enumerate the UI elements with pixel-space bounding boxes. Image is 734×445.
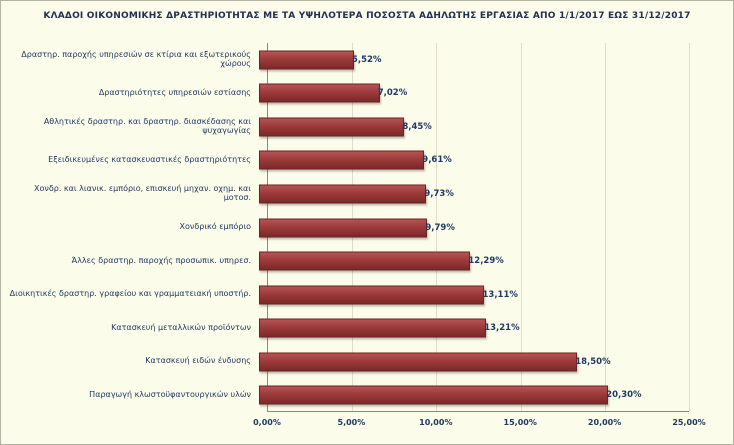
bar-track: 18,50% (259, 345, 689, 379)
gridline (604, 43, 606, 411)
bar-row: Άλλες δραστηρ. παροχής προσωπικ. υπηρεσ.… (9, 244, 723, 278)
value-label: 20,30% (606, 390, 642, 401)
x-tick-label: 15,00% (503, 418, 537, 427)
value-label: 7,02% (377, 88, 408, 99)
bar (259, 184, 427, 204)
bar-row: Αθλητικές δραστηρ. και δραστηρ. διασκέδα… (9, 110, 723, 144)
value-label: 12,29% (468, 256, 504, 267)
chart-title: ΚΛΑΔΟΙ ΟΙΚΟΝΟΜΙΚΗΣ ΔΡΑΣΤΗΡΙΟΤΗΤΑΣ ΜΕ ΤΑ … (43, 11, 691, 21)
bar (259, 218, 428, 237)
bar-track: 13,21% (259, 311, 689, 345)
value-label: 13,11% (482, 289, 518, 300)
x-tick-label: 0,00% (253, 418, 281, 427)
bar-row: Κατασκευή μεταλλικών προϊόντων 13,21% (9, 311, 723, 345)
bar (259, 150, 425, 170)
bar-row: Δραστηριότητες υπηρεσιών εστίασης 7,02% (9, 77, 723, 111)
gridline (520, 43, 522, 411)
bar-track: 8,45% (259, 110, 689, 144)
x-tick-label: 20,00% (587, 418, 622, 427)
x-tick-label: 10,00% (419, 418, 453, 427)
x-tick-label: 5,00% (337, 418, 366, 427)
x-axis-ticks: 0,00% 5,00% 10,00% 15,00% 20,00% 25,00% (253, 416, 706, 430)
category-label: Κατασκευή ειδών ένδυσης (145, 356, 251, 366)
bar (259, 83, 380, 103)
value-label: 13,21% (484, 323, 520, 334)
bar-rows: Δραστηρ. παροχής υπηρεσιών σε κτίρια και… (9, 43, 723, 412)
category-label: Παραγωγή κλωστοϋφαντουργικών υλών (89, 389, 251, 399)
bar (259, 117, 405, 137)
value-label: 9,79% (425, 222, 455, 233)
bar-row: Δραστηρ. παροχής υπηρεσιών σε κτίρια και… (9, 43, 723, 77)
value-label: 8,45% (402, 121, 432, 132)
bar (259, 50, 354, 70)
gridline (689, 43, 690, 411)
bar-chart: Δραστηρ. παροχής υπηρεσιών σε κτίρια και… (9, 43, 723, 427)
category-label: Άλλες δραστηρ. παροχής προσωπικ. υπηρεσ. (71, 255, 251, 265)
bar (259, 251, 471, 271)
category-label: Χονδρικό εμπόριο (179, 222, 251, 232)
category-label: Εξειδικευμένες κατασκευαστικές δραστηριό… (48, 155, 251, 165)
x-tick-label: 25,00% (672, 418, 706, 427)
bar (259, 385, 609, 405)
bar-track: 9,73% (259, 177, 689, 211)
category-label: Κατασκευή μεταλλικών προϊόντων (111, 322, 251, 332)
value-label: 5,52% (351, 54, 382, 65)
bar (259, 352, 578, 372)
bar-row: Χονδρ. και λιανικ. εμπόριο, επισκευή μηχ… (9, 177, 723, 211)
gridline (436, 43, 438, 411)
bar-track: 5,52% (259, 43, 689, 77)
bar-row: Χονδρικό εμπόριο 9,79% (9, 211, 723, 245)
value-label: 9,73% (424, 188, 454, 199)
bar-row: Διοικητικές δραστηρ. γραφείου και γραμμα… (9, 278, 723, 312)
category-label: Αθλητικές δραστηρ. και δραστηρ. διασκέδα… (43, 117, 251, 135)
bar-track: 7,02% (259, 77, 689, 111)
category-label: Δραστηρ. παροχής υπηρεσιών σε κτίρια και… (21, 49, 251, 68)
bar-track: 13,11% (259, 278, 689, 312)
bar-track: 9,79% (259, 211, 689, 245)
bar-track: 9,61% (259, 144, 689, 178)
bar-row: Παραγωγή κλωστοϋφαντουργικών υλών 20,30% (9, 378, 723, 412)
value-label: 9,61% (422, 155, 452, 166)
bar-track: 12,29% (259, 244, 689, 278)
bar-row: Εξειδικευμένες κατασκευαστικές δραστηριό… (9, 144, 723, 178)
category-label: Διοικητικές δραστηρ. γραφείου και γραμμα… (9, 289, 251, 299)
bar-track: 20,30% (259, 378, 689, 412)
bar (259, 285, 485, 305)
bar (259, 318, 487, 338)
category-label: Χονδρ. και λιανικ. εμπόριο, επισκευή μηχ… (34, 184, 251, 202)
bar-row: Κατασκευή ειδών ένδυσης 18,50% (9, 345, 723, 379)
category-label: Δραστηριότητες υπηρεσιών εστίασης (98, 87, 251, 97)
value-label: 18,50% (575, 356, 611, 367)
